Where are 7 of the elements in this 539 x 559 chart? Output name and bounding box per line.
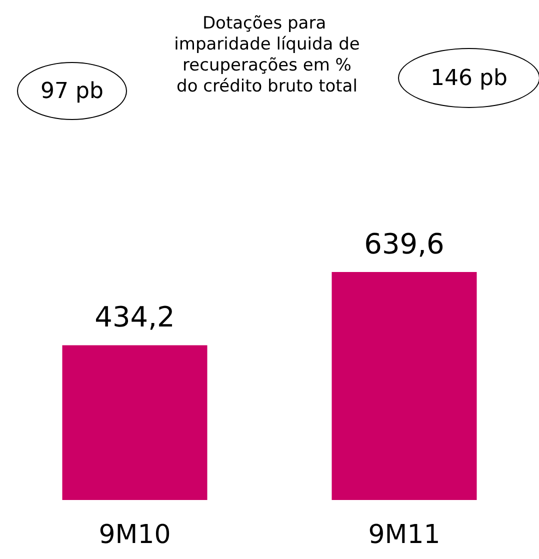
text: 146 pb [398,48,539,108]
text: 97 pb [17,62,127,120]
data-label: 434,2 [94,300,175,334]
x-tick-label: 9M11 [368,520,440,550]
chart-title: Dotações para imparidade líquida de recuperações em % do crédito bruto total [174,14,360,96]
x-tick-label: 9M10 [98,520,171,550]
data-label: 639,6 [364,228,444,260]
